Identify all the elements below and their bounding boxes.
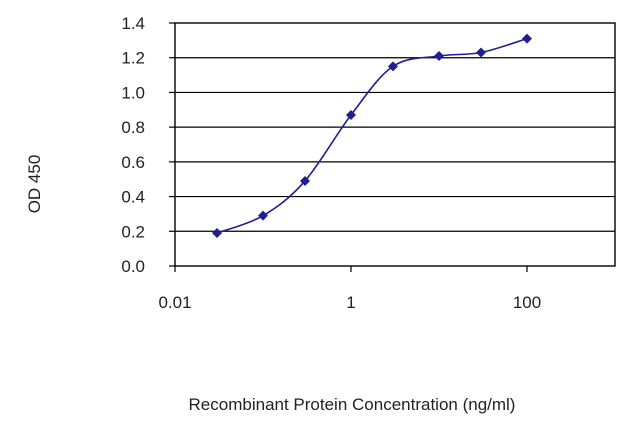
data-point-marker	[299, 175, 310, 186]
x-tick-label: 0.01	[158, 293, 191, 312]
y-tick-label: 1.2	[121, 49, 145, 68]
x-axis-title: Recombinant Protein Concentration (ng/ml…	[189, 395, 516, 414]
y-tick-label: 0.6	[121, 153, 145, 172]
data-point-marker	[434, 50, 444, 61]
y-tick-label: 0.8	[121, 118, 145, 137]
x-tick-label: 1	[346, 293, 355, 312]
series-line	[216, 37, 528, 234]
data-point-marker	[258, 210, 268, 221]
x-tick-label: 100	[513, 293, 541, 312]
y-tick-label: 0.4	[121, 188, 145, 207]
y-axis-title: OD 450	[25, 155, 44, 214]
data-point-marker	[211, 228, 222, 239]
x-axis-ticks: 0.01 1 100	[158, 266, 541, 312]
y-tick-label: 0.0	[121, 257, 145, 276]
gridlines	[175, 57, 615, 232]
plot-area	[174, 22, 616, 267]
y-axis-ticks: 0.0 0.2 0.4 0.6 0.8 1.0 1.2 1.4	[121, 14, 175, 276]
y-tick-label: 0.2	[121, 222, 145, 241]
series-markers	[211, 33, 532, 239]
data-point-marker	[475, 47, 486, 58]
data-point-marker	[387, 61, 398, 72]
data-point-marker	[522, 33, 532, 44]
y-tick-label: 1.4	[121, 14, 145, 33]
data-point-marker	[346, 109, 356, 120]
y-tick-label: 1.0	[121, 83, 145, 102]
